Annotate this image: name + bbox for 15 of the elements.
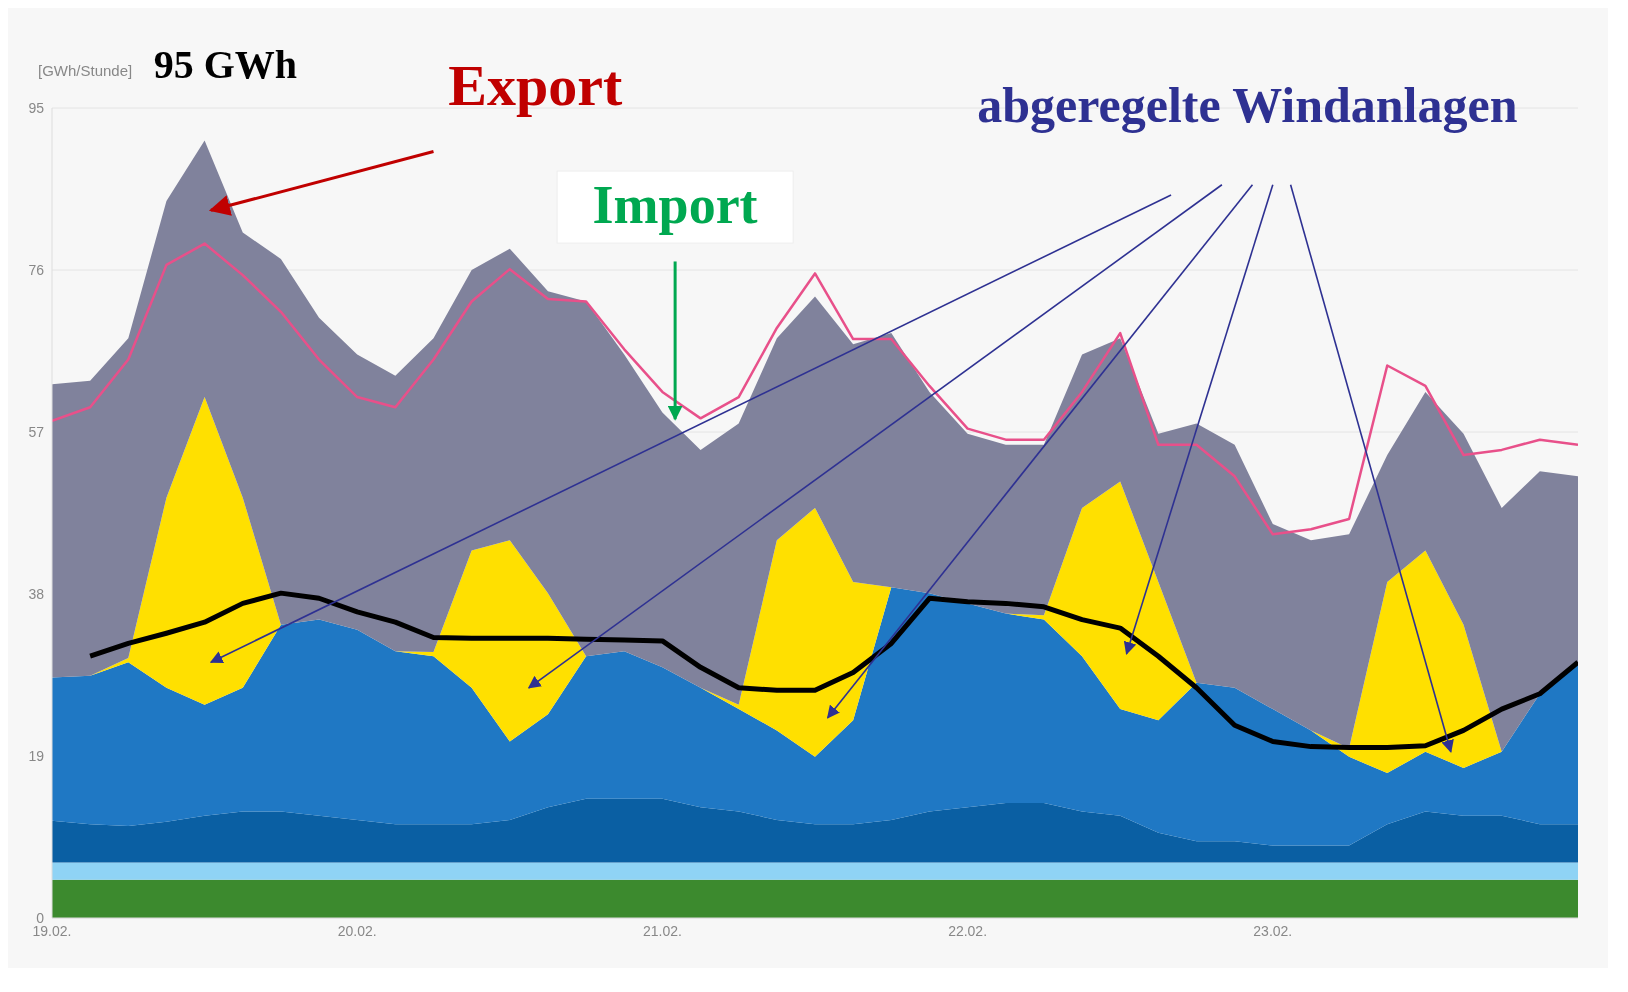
x-tick-label: 22.02. bbox=[948, 922, 988, 939]
annotation: Export bbox=[448, 53, 623, 119]
y-axis-title: [GWh/Stunde] bbox=[38, 62, 133, 79]
text: 95 GWh bbox=[153, 42, 298, 88]
annotation: abgeregelte Windanlagen bbox=[977, 77, 1518, 134]
y-tick-label: 76 bbox=[28, 261, 45, 278]
annotation: Import bbox=[592, 175, 758, 236]
y-tick-label: 57 bbox=[28, 423, 45, 440]
line-series bbox=[52, 242, 1578, 536]
y-tick-label: 38 bbox=[28, 585, 45, 602]
x-tick-label: 23.02. bbox=[1253, 922, 1293, 939]
y-tick-label: 95 bbox=[28, 99, 45, 116]
x-tick-label: 21.02. bbox=[642, 922, 682, 939]
x-tick-label: 20.02. bbox=[337, 922, 377, 939]
y-tick-label: 19 bbox=[28, 747, 45, 764]
